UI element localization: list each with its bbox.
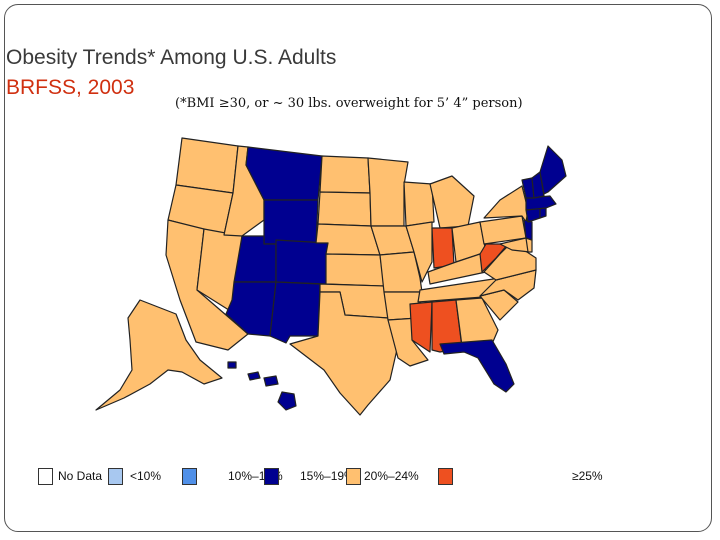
state-CO <box>275 239 329 285</box>
state-SD <box>317 191 372 227</box>
state-ME <box>539 145 567 195</box>
state-MA <box>525 195 557 211</box>
state-WY <box>263 199 319 245</box>
state-WI <box>403 181 435 227</box>
state-KS <box>325 253 385 287</box>
state-TX <box>289 291 399 416</box>
state-IL <box>405 221 433 283</box>
slide-frame <box>4 4 712 532</box>
state-IN <box>431 227 455 269</box>
page-title: Obesity Trends* Among U.S. Adults <box>6 46 337 69</box>
page-subtitle-year: BRFSS, 2003 <box>6 76 135 99</box>
state-ND <box>319 155 371 194</box>
state-RI <box>539 207 547 219</box>
state-AK <box>95 299 223 411</box>
state-GA <box>455 297 499 347</box>
state-FL <box>439 339 515 393</box>
state-HI <box>227 361 297 411</box>
state-WA <box>175 137 239 194</box>
state-NM <box>269 281 321 344</box>
state-NC <box>479 269 537 301</box>
state-MN <box>367 157 409 227</box>
state-MO <box>379 251 423 293</box>
state-NY <box>483 185 529 223</box>
state-MS <box>409 301 433 353</box>
state-MI <box>429 175 475 229</box>
bmi-footnote: (*BMI ≥30, or ~ 30 lbs. overweight for 5… <box>175 96 523 111</box>
